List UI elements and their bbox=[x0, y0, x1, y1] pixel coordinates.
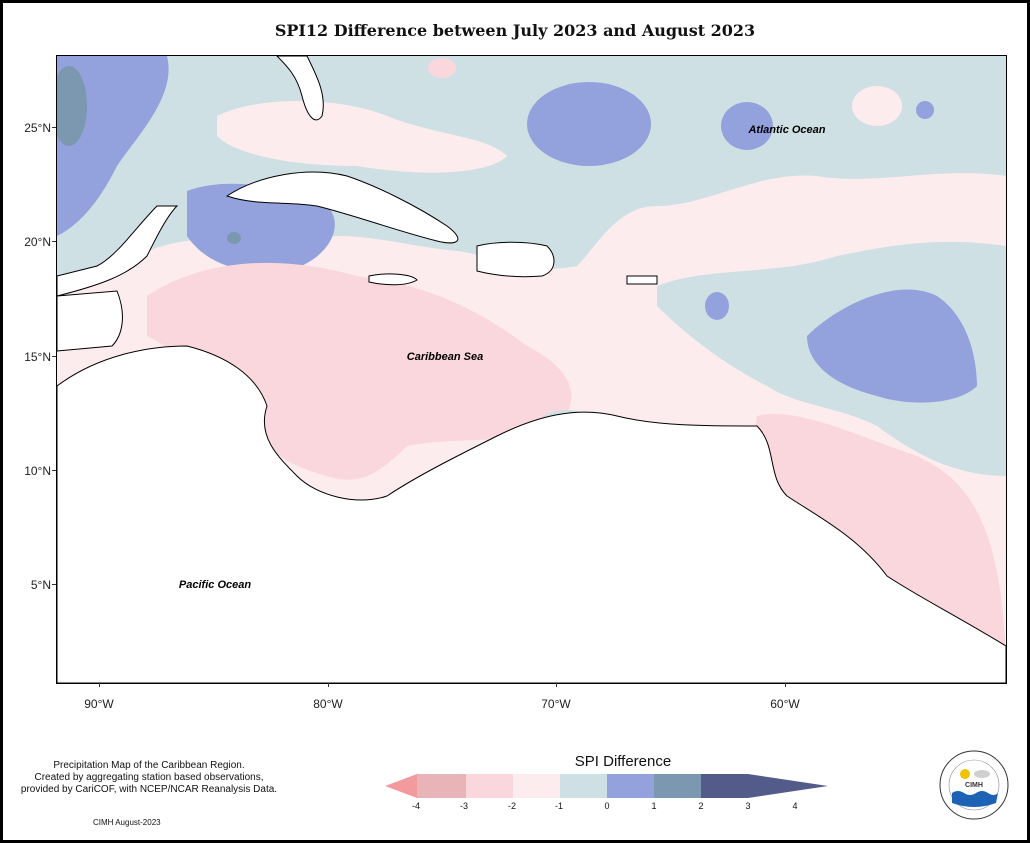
legend-swatch-neg1-0 bbox=[513, 774, 560, 798]
legend-swatch-neg3-neg2 bbox=[417, 774, 466, 798]
field-blue-cuba-south bbox=[187, 183, 335, 273]
waves-icon bbox=[952, 791, 998, 807]
lat-tickmark bbox=[52, 584, 56, 585]
credit-line-1: Precipitation Map of the Caribbean Regio… bbox=[53, 760, 245, 771]
legend-tick: 4 bbox=[792, 801, 798, 811]
logo-text: CIMH bbox=[965, 782, 983, 789]
field-blue-atlantic-1 bbox=[527, 82, 651, 166]
lon-tickmark bbox=[556, 683, 557, 687]
lat-tickmark bbox=[52, 127, 56, 128]
legend-swatch-2-3 bbox=[654, 774, 701, 798]
legend-swatch-lt-neg3 bbox=[385, 774, 417, 798]
sun-icon bbox=[960, 769, 970, 779]
legend-tick: -3 bbox=[459, 801, 468, 811]
field-blue-east bbox=[807, 289, 977, 403]
legend-tick: -4 bbox=[411, 801, 420, 811]
figure-title: SPI12 Difference between July 2023 and A… bbox=[274, 21, 756, 40]
credit-line-2: Created by aggregating station based obs… bbox=[34, 772, 264, 783]
legend-tick: 3 bbox=[745, 801, 751, 811]
label-atlantic-ocean: Atlantic Ocean bbox=[747, 124, 825, 136]
legend-tick: 2 bbox=[698, 801, 704, 811]
field-steel-nw bbox=[51, 66, 87, 146]
lon-tick-90: 90°W bbox=[84, 697, 114, 711]
lat-tick-15: 15°N bbox=[24, 350, 51, 364]
legend-swatch-gt-3 bbox=[748, 774, 828, 798]
lat-tick-25: 25°N bbox=[24, 121, 51, 135]
lat-tickmark bbox=[52, 356, 56, 357]
land-puerto-rico bbox=[626, 275, 658, 285]
lon-tickmark bbox=[328, 683, 329, 687]
cloud-icon bbox=[974, 770, 990, 778]
legend-colorbar bbox=[385, 774, 828, 798]
legend-swatch-0-1 bbox=[560, 774, 607, 798]
label-pacific-ocean: Pacific Ocean bbox=[179, 579, 251, 591]
lat-tick-5: 5°N bbox=[30, 578, 51, 592]
legend-tick: -1 bbox=[554, 801, 563, 811]
credit-text: Precipitation Map of the Caribbean Regio… bbox=[9, 760, 289, 796]
land-central-america-north bbox=[56, 290, 123, 352]
lat-tick-20: 20°N bbox=[24, 235, 51, 249]
credit-line-3: provided by CariCOF, with NCEP/NCAR Rean… bbox=[20, 784, 278, 795]
field-neg-north-2 bbox=[428, 58, 456, 78]
lon-tickmark bbox=[785, 683, 786, 687]
legend-tick: -2 bbox=[507, 801, 516, 811]
field-neg-north-3 bbox=[852, 86, 902, 126]
land-yucatan bbox=[56, 205, 179, 297]
land-south-america bbox=[56, 345, 1007, 684]
lat-tickmark bbox=[52, 470, 56, 471]
field-blue-antilles bbox=[705, 292, 729, 320]
field-blue-atlantic-3 bbox=[916, 101, 934, 119]
map-panel: Atlantic Ocean Caribbean Sea Pacific Oce… bbox=[51, 55, 1007, 684]
field-blue-atlantic-2 bbox=[721, 102, 773, 150]
legend-title: SPI Difference bbox=[574, 753, 672, 770]
spi-map: Atlantic Ocean Caribbean Sea Pacific Oce… bbox=[51, 55, 1007, 684]
lat-tick-10: 10°N bbox=[24, 464, 51, 478]
legend-swatch-3-4 bbox=[701, 774, 748, 798]
legend-tick: 0 bbox=[604, 801, 610, 811]
legend-swatch-neg2-neg1 bbox=[466, 774, 513, 798]
land-cuba bbox=[225, 171, 459, 244]
land-hispaniola bbox=[476, 241, 555, 278]
land-jamaica bbox=[368, 273, 418, 286]
lon-tick-70: 70°W bbox=[541, 697, 571, 711]
lat-tickmark bbox=[52, 241, 56, 242]
label-caribbean-sea: Caribbean Sea bbox=[407, 351, 483, 363]
field-steel-cuba bbox=[227, 232, 241, 244]
lon-tick-60: 60°W bbox=[770, 697, 800, 711]
legend-swatch-1-2 bbox=[607, 774, 654, 798]
land-florida bbox=[275, 55, 324, 121]
legend-tick: 1 bbox=[651, 801, 657, 811]
cimh-logo: CIMH bbox=[939, 750, 1009, 820]
lon-tickmark bbox=[99, 683, 100, 687]
lon-tick-80: 80°W bbox=[313, 697, 343, 711]
field-neg-north-1 bbox=[217, 101, 507, 173]
credit-date: CIMH August-2023 bbox=[93, 818, 161, 827]
